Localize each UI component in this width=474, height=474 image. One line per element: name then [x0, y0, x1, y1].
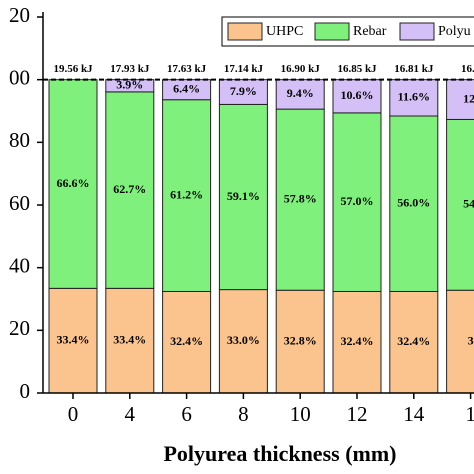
- value-label: 57.8%: [284, 191, 317, 205]
- y-tick-label: 00: [9, 65, 30, 89]
- y-tick-label: 0: [20, 379, 31, 403]
- total-label: 17.63 kJ: [167, 63, 207, 75]
- value-label: 12.: [463, 91, 474, 105]
- x-tick-label: 0: [68, 402, 79, 426]
- value-label: 3: [468, 333, 474, 347]
- x-tick-label: 10: [290, 402, 311, 426]
- total-label: 17.14 kJ: [224, 63, 264, 75]
- y-tick-label: 20: [9, 3, 30, 27]
- bar-segment: [275, 108, 325, 291]
- total-label: 16.81 kJ: [394, 63, 434, 75]
- value-label: 32.4%: [170, 334, 203, 348]
- total-label: 16.7: [461, 63, 474, 75]
- legend-label: Polyu: [438, 24, 471, 39]
- value-label: 32.4%: [397, 334, 430, 348]
- value-label: 33.4%: [113, 332, 146, 346]
- value-label: 56.0%: [397, 195, 430, 209]
- legend-label: UHPC: [266, 24, 303, 39]
- bar-segment: [218, 103, 268, 291]
- bar-segment: [218, 79, 268, 105]
- bar-segment: [105, 91, 155, 289]
- bar-segment: [218, 289, 268, 394]
- x-tick-label: 12: [347, 402, 368, 426]
- x-tick-label: 1: [465, 402, 474, 426]
- value-label: 61.2%: [170, 187, 203, 201]
- bar-segment: [389, 79, 439, 117]
- y-tick-label: 40: [9, 253, 30, 277]
- x-axis-label: Polyurea thickness (mm): [163, 441, 396, 466]
- bar-segment: [162, 290, 212, 394]
- value-label: 66.6%: [57, 176, 90, 190]
- total-label: 17.93 kJ: [110, 63, 150, 75]
- bar-segment: [275, 289, 325, 394]
- legend-swatch: [314, 22, 350, 41]
- value-label: 6.4%: [173, 81, 200, 95]
- bar-segment: [105, 79, 155, 93]
- value-label: 32.8%: [284, 333, 317, 347]
- legend-label: Rebar: [353, 24, 387, 39]
- legend-swatch: [399, 22, 435, 41]
- value-label: 54.: [463, 197, 474, 211]
- x-tick-label: 8: [238, 402, 249, 426]
- bar-segment: [162, 79, 212, 101]
- value-label: 3.9%: [116, 78, 143, 92]
- y-tick-label: 80: [9, 128, 30, 152]
- y-tick-label: 60: [9, 191, 30, 215]
- value-label: 10.6%: [341, 88, 374, 102]
- total-label: 19.56 kJ: [53, 63, 93, 75]
- legend-swatch: [227, 22, 263, 41]
- total-label: 16.90 kJ: [281, 63, 321, 75]
- x-tick-label: 14: [403, 402, 425, 426]
- value-label: 33.0%: [227, 333, 260, 347]
- x-tick-label: 6: [181, 402, 192, 426]
- total-label: 16.85 kJ: [337, 63, 377, 75]
- y-tick-label: 20: [9, 316, 30, 340]
- bar-segment: [389, 290, 439, 394]
- value-label: 33.4%: [57, 332, 90, 346]
- bar-segment: [48, 287, 98, 394]
- value-label: 32.4%: [341, 334, 374, 348]
- value-label: 57.0%: [341, 194, 374, 208]
- bar-segment: [332, 112, 382, 292]
- bar-segment: [162, 99, 212, 292]
- bar-segment: [48, 79, 98, 289]
- bar-segment: [332, 79, 382, 114]
- value-label: 9.4%: [287, 86, 314, 100]
- x-tick-label: 4: [125, 402, 136, 426]
- value-label: 11.6%: [398, 90, 430, 104]
- value-label: 59.1%: [227, 189, 260, 203]
- value-label: 62.7%: [113, 182, 146, 196]
- value-label: 7.9%: [230, 84, 257, 98]
